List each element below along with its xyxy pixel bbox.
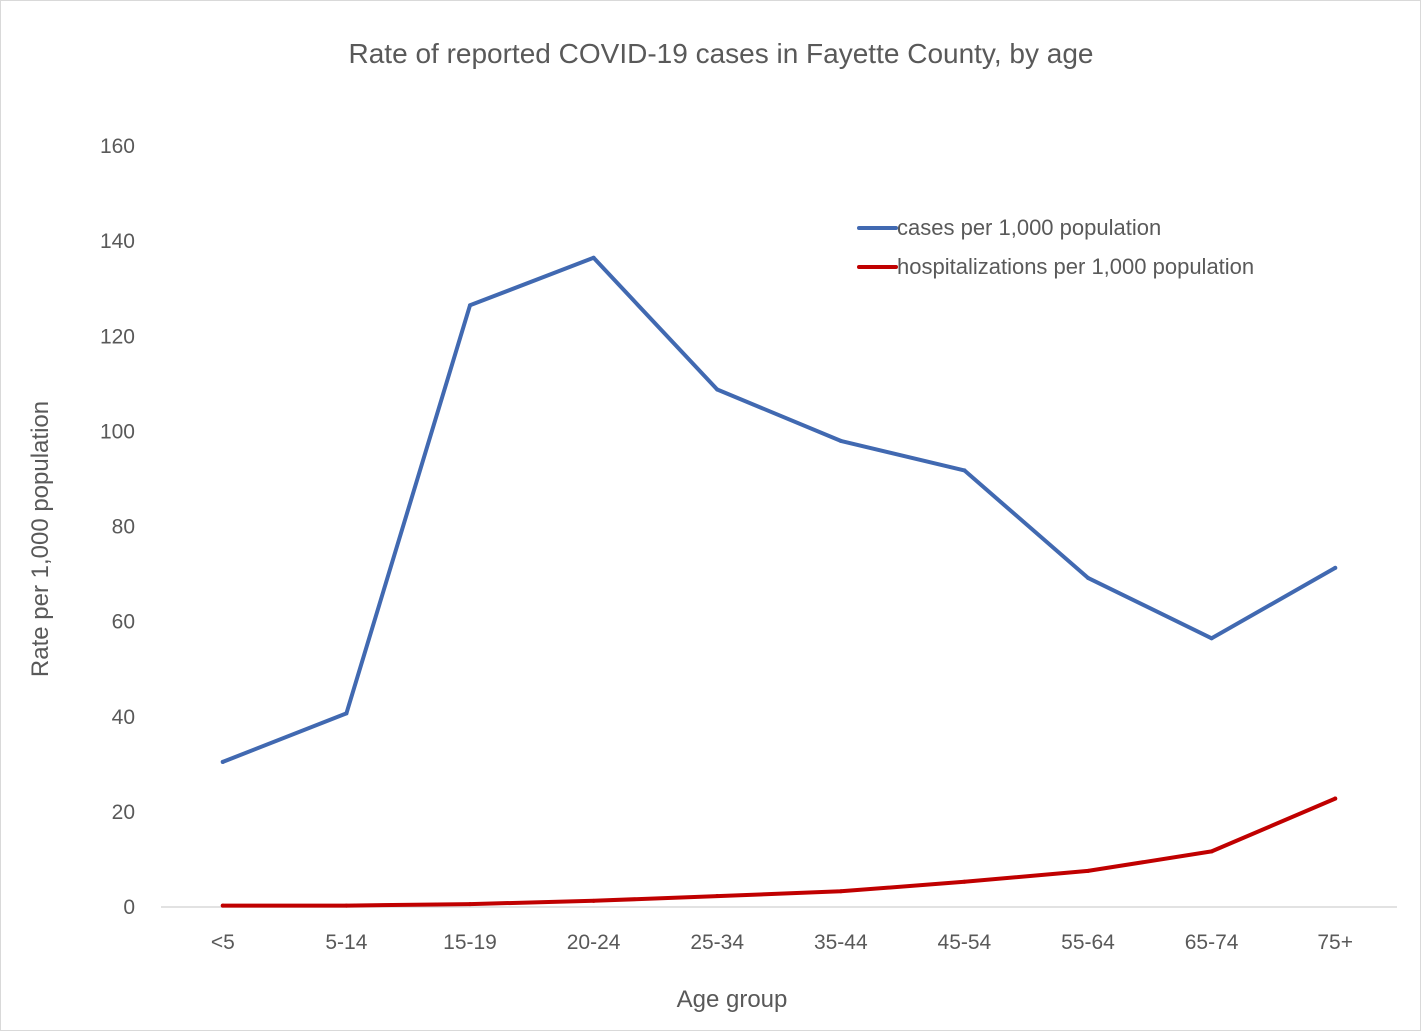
series-0-point xyxy=(715,387,720,392)
x-tick-label: 65-74 xyxy=(1185,931,1239,954)
series-0-point xyxy=(962,468,967,473)
x-tick-label: 15-19 xyxy=(443,931,497,954)
y-tick-label: 40 xyxy=(112,706,135,729)
x-axis-ticks: <5 5-14 15-19 20-24 25-34 35-44 45-54 55-64 65-7… xyxy=(211,931,1353,954)
series-line-1 xyxy=(220,796,1338,908)
x-tick-label: 5-14 xyxy=(325,931,367,954)
series-1-point xyxy=(468,902,472,907)
x-tick-label: <5 xyxy=(211,931,235,954)
series-0-point xyxy=(1209,636,1214,641)
series-0-point xyxy=(591,255,596,260)
series-0-point xyxy=(1086,575,1090,580)
y-tick-label: 0 xyxy=(123,896,135,919)
series-1-point xyxy=(220,903,225,908)
y-tick-label: 160 xyxy=(100,135,135,158)
x-tick-label: 55-64 xyxy=(1061,931,1115,954)
y-tick-label: 60 xyxy=(112,611,135,634)
x-tick-label: 75+ xyxy=(1317,931,1353,954)
y-axis-ticks: 0 20 40 60 80 100 120 140 160 xyxy=(100,135,135,919)
x-tick-label: 45-54 xyxy=(938,931,992,954)
series-1-point xyxy=(715,894,720,899)
y-axis-title: Rate per 1,000 population xyxy=(27,401,54,677)
series-0-point xyxy=(344,711,349,716)
series-line-0 xyxy=(220,255,1338,764)
chart-title: Rate of reported COVID-19 cases in Fayet… xyxy=(349,38,1094,69)
series-1-point xyxy=(344,903,349,908)
series-lines xyxy=(220,255,1338,908)
x-tick-label: 20-24 xyxy=(567,931,621,954)
x-tick-label: 25-34 xyxy=(690,931,744,954)
series-0-point xyxy=(838,438,843,443)
y-tick-label: 20 xyxy=(112,801,135,824)
x-tick-label: 35-44 xyxy=(814,931,868,954)
y-tick-label: 140 xyxy=(100,230,135,253)
series-0-point xyxy=(220,759,225,764)
series-0-point xyxy=(468,303,472,308)
series-0-point xyxy=(1333,565,1338,570)
series-1-point xyxy=(591,898,596,903)
y-tick-label: 120 xyxy=(100,325,135,348)
series-1-point xyxy=(838,889,843,894)
y-tick-label: 80 xyxy=(112,516,135,539)
series-1-point xyxy=(962,879,967,884)
legend: cases per 1,000 population hospitalizatio… xyxy=(857,215,1254,279)
legend-label: cases per 1,000 population xyxy=(897,215,1161,240)
legend-label: hospitalizations per 1,000 population xyxy=(897,254,1254,279)
y-tick-label: 100 xyxy=(100,420,135,443)
series-1-point xyxy=(1333,796,1338,801)
series-1-point xyxy=(1086,868,1090,873)
series-1-point xyxy=(1209,849,1214,854)
x-axis-title: Age group xyxy=(677,986,788,1013)
